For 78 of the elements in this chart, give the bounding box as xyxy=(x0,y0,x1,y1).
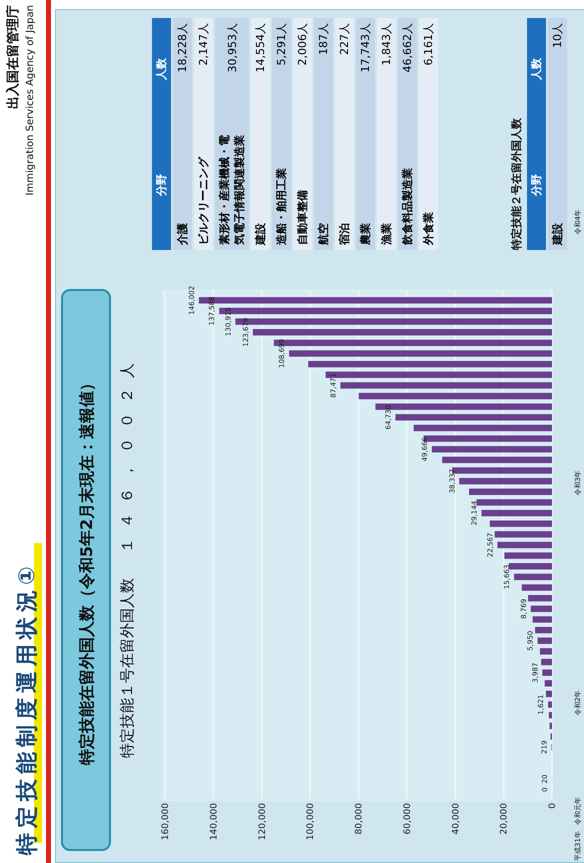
category-label: 介護 xyxy=(173,120,192,250)
bar xyxy=(532,616,552,623)
bar xyxy=(546,690,552,698)
category-label: 素形材・産業機械・電気電子情報関連製造業 xyxy=(215,120,249,250)
text: 特定技能２号在留外国人数 xyxy=(509,117,524,250)
text: 人数 xyxy=(527,18,546,120)
data-label: 187人 xyxy=(314,18,333,120)
bar xyxy=(490,520,552,527)
data-label: 1,843人 xyxy=(377,18,396,120)
bar xyxy=(340,382,552,389)
bar xyxy=(528,595,552,602)
category-label: 自動車整備 xyxy=(293,120,312,250)
bar xyxy=(548,712,552,718)
text: 分野 xyxy=(152,120,171,250)
x-tick-label: 20,000 xyxy=(500,802,510,834)
bar xyxy=(535,626,552,634)
category-label: 飲食料品製造業 xyxy=(398,120,417,250)
data-label: 5,291人 xyxy=(272,18,291,120)
category-label: ビルクリーニング xyxy=(194,120,213,250)
category-label: 農業 xyxy=(356,120,375,250)
category-label: 航空 xyxy=(314,120,333,250)
bar xyxy=(548,701,552,708)
data-label: 46,662人 xyxy=(398,18,417,120)
bar xyxy=(522,584,552,591)
data-label: 18,228人 xyxy=(173,18,192,120)
text: 出入国在留管理庁 xyxy=(5,5,21,109)
x-tick-label: 0 xyxy=(548,802,558,809)
bar xyxy=(476,499,552,506)
category-label: 建設 xyxy=(251,120,270,250)
category-label: 建設 xyxy=(548,120,567,250)
data-label: 6,161人 xyxy=(419,18,438,120)
data-label: 14,554人 xyxy=(251,18,270,120)
bar xyxy=(494,531,552,538)
bar xyxy=(459,478,552,484)
bar xyxy=(414,424,552,432)
text: 特定技能１号在留外国人数 xyxy=(118,578,136,758)
bar xyxy=(308,360,552,368)
data-label: 2,006人 xyxy=(293,18,312,120)
bar xyxy=(289,350,552,357)
bar xyxy=(541,658,552,666)
category-label: 漁業 xyxy=(377,120,396,250)
bar xyxy=(482,510,552,516)
data-label: 17,743人 xyxy=(356,18,375,120)
x-tick-label: 160,000 xyxy=(161,802,171,840)
text: 人数 xyxy=(152,18,171,120)
x-tick-label: 80,000 xyxy=(354,802,364,834)
bar xyxy=(469,488,552,495)
text: 特定技能制度運用状況① xyxy=(14,561,40,856)
bar xyxy=(540,648,552,655)
category-label: 外食業 xyxy=(419,120,438,250)
category-label: 造船・舶用工業 xyxy=(272,120,291,250)
x-tick-label: 100,000 xyxy=(306,802,316,840)
text: 分野 xyxy=(527,120,546,250)
x-tick-label: 140,000 xyxy=(209,802,220,840)
data-label: 2,147人 xyxy=(194,18,213,120)
x-tick-label: 40,000 xyxy=(451,802,462,834)
text: １４６，００２人 xyxy=(118,353,136,553)
bar xyxy=(395,414,552,421)
x-tick-label: 120,000 xyxy=(258,802,268,840)
bar xyxy=(538,638,552,644)
text: 特定技能在留外国人数（令和5年2月末現在：速報値） xyxy=(77,374,96,766)
data-label: 10人 xyxy=(548,18,567,120)
bar xyxy=(544,680,552,686)
bar xyxy=(508,563,552,570)
data-label: 30,953人 xyxy=(215,18,249,120)
bar xyxy=(504,552,552,559)
data-label: 227人 xyxy=(335,18,354,120)
bar xyxy=(358,392,552,400)
bar xyxy=(497,542,552,548)
bar xyxy=(542,669,552,676)
bar xyxy=(514,574,552,580)
text: Immigration Services Agency of Japan xyxy=(25,5,36,196)
bar xyxy=(252,329,552,336)
category-label: 宿泊 xyxy=(335,120,354,250)
x-tick-label: 60,000 xyxy=(402,802,413,834)
bar xyxy=(530,606,552,612)
bar xyxy=(442,456,552,464)
bar xyxy=(432,446,552,452)
